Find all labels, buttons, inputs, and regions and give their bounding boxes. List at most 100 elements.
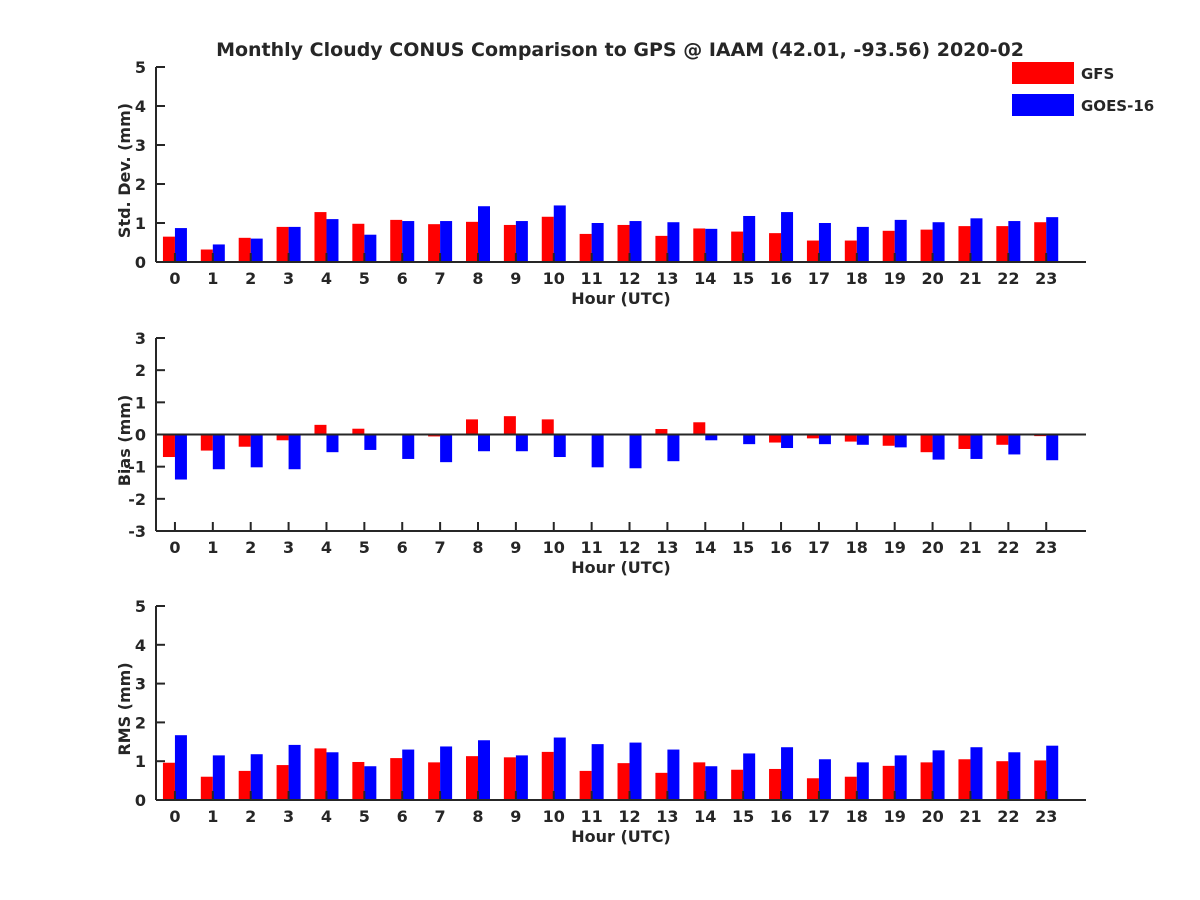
series-goes-16 (174, 434, 1059, 480)
x-tick-label: 10 (543, 269, 565, 288)
legend-entry-gfs: GFS (1012, 62, 1114, 84)
bar (655, 429, 668, 435)
x-tick-label: 2 (245, 807, 256, 826)
bar (238, 770, 251, 800)
bar (996, 434, 1009, 445)
x-tick-label: 16 (770, 807, 792, 826)
x-tick-label: 19 (884, 269, 906, 288)
bar (553, 737, 566, 800)
bar (882, 434, 895, 446)
x-tick-label: 0 (169, 269, 180, 288)
x-tick-label: 11 (581, 807, 603, 826)
x-tick-label: 2 (245, 269, 256, 288)
y-axis-label: RMS (mm) (115, 662, 134, 755)
bar (818, 434, 831, 445)
x-tick-label: 5 (359, 538, 370, 557)
series-goes-16 (174, 205, 1059, 262)
x-tick-label: 20 (921, 807, 943, 826)
x-tick-label: 16 (770, 269, 792, 288)
x-tick-label: 5 (359, 269, 370, 288)
x-tick-label: 10 (543, 807, 565, 826)
bar (844, 776, 857, 800)
bar (503, 757, 516, 800)
x-tick-label: 23 (1035, 269, 1057, 288)
x-tick-label: 21 (959, 269, 981, 288)
x-tick-label: 3 (283, 807, 294, 826)
x-tick-label: 6 (397, 538, 408, 557)
bar (364, 234, 377, 262)
bar (478, 740, 490, 800)
bar (212, 434, 225, 470)
bar (970, 434, 983, 459)
bar (288, 226, 301, 262)
x-tick-label: 2 (245, 538, 256, 557)
bar (806, 240, 819, 262)
y-tick-label: 0 (135, 791, 146, 810)
x-tick-label: 20 (921, 269, 943, 288)
bar (553, 434, 566, 458)
bar (314, 424, 327, 435)
x-tick-label: 7 (435, 807, 446, 826)
bar (958, 434, 971, 449)
bar (553, 205, 566, 262)
x-tick-label: 0 (169, 807, 180, 826)
x-tick-label: 8 (472, 269, 483, 288)
bar (1008, 221, 1021, 262)
bar (591, 223, 604, 262)
bar (428, 224, 441, 262)
bar (390, 219, 403, 262)
x-tick-label: 8 (472, 807, 483, 826)
bar (288, 744, 301, 800)
bar (629, 221, 642, 262)
bar (478, 206, 490, 262)
y-tick-label: 3 (135, 329, 146, 348)
x-tick-label: 9 (510, 807, 521, 826)
bar (250, 754, 263, 800)
y-tick-label: 2 (135, 175, 146, 194)
y-tick-label: 5 (135, 597, 146, 616)
x-tick-label: 14 (694, 807, 716, 826)
bar (996, 226, 1009, 262)
bar (579, 770, 592, 800)
bar (731, 231, 744, 262)
bar (844, 434, 857, 442)
x-tick-label: 17 (808, 538, 830, 557)
x-tick-label: 12 (618, 269, 640, 288)
bar (958, 226, 971, 262)
y-axis-label: Std. Dev. (mm) (115, 103, 134, 238)
x-axis-label: Hour (UTC) (571, 558, 671, 577)
x-tick-label: 11 (581, 538, 603, 557)
x-tick-label: 14 (694, 269, 716, 288)
bar (818, 759, 831, 800)
x-tick-label: 17 (808, 269, 830, 288)
x-tick-label: 6 (397, 269, 408, 288)
x-tick-label: 23 (1035, 807, 1057, 826)
x-tick-label: 10 (543, 538, 565, 557)
x-tick-label: 21 (959, 538, 981, 557)
bar (856, 434, 869, 445)
bar (844, 240, 857, 262)
y-tick-label: 3 (135, 136, 146, 155)
bar (818, 223, 831, 262)
bar (629, 742, 642, 800)
legend: GFS GOES-16 (1012, 62, 1154, 116)
bar (352, 761, 365, 800)
x-tick-label: 13 (656, 269, 678, 288)
x-tick-label: 15 (732, 807, 754, 826)
x-tick-label: 16 (770, 538, 792, 557)
bar (705, 434, 718, 441)
bar (515, 755, 528, 800)
bar (174, 735, 187, 800)
figure-title: Monthly Cloudy CONUS Comparison to GPS @… (216, 39, 1024, 61)
bar (731, 769, 744, 800)
bar (352, 428, 365, 435)
x-tick-label: 4 (321, 807, 332, 826)
bar (326, 434, 339, 453)
x-axis-label: Hour (UTC) (571, 289, 671, 308)
series-gfs (162, 748, 1047, 800)
series-gfs (162, 212, 1047, 262)
bar (440, 434, 453, 463)
bar (894, 755, 907, 800)
bar (238, 434, 251, 447)
bar (212, 755, 225, 800)
